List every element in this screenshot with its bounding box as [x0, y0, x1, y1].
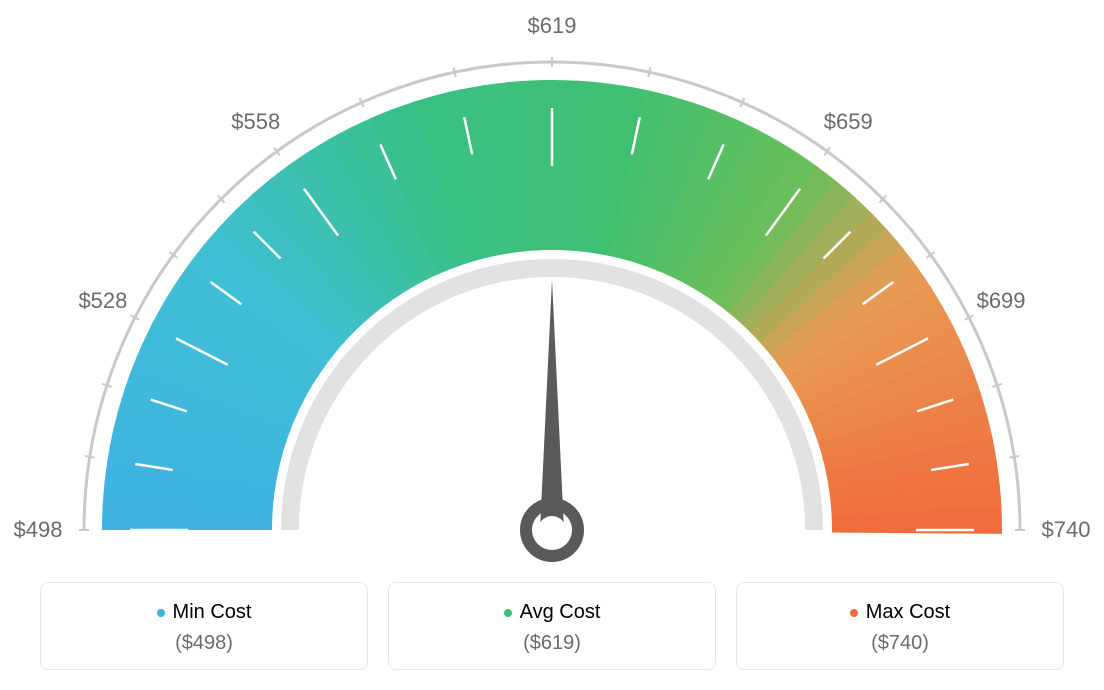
gauge-scale-label: $528	[78, 288, 127, 314]
cost-gauge-chart: $498 $528 $558 $619 $659 $699 $740	[0, 10, 1104, 570]
gauge-scale-label: $740	[1042, 517, 1091, 543]
gauge-scale-label: $498	[14, 517, 63, 543]
legend-min-dot	[157, 609, 165, 617]
legend-max-dot	[850, 609, 858, 617]
legend-max-title: Max Cost	[850, 601, 950, 624]
gauge-scale-label: $659	[824, 109, 873, 135]
legend-max-cost: Max Cost ($740)	[736, 582, 1064, 670]
legend-max-value: ($740)	[747, 632, 1053, 655]
legend-min-label: Min Cost	[173, 601, 252, 624]
legend-min-value: ($498)	[51, 632, 357, 655]
legend-avg-dot	[504, 609, 512, 617]
gauge-svg	[0, 10, 1104, 570]
legend-max-label: Max Cost	[866, 601, 950, 624]
legend-row: Min Cost ($498) Avg Cost ($619) Max Cost…	[40, 582, 1064, 670]
legend-avg-cost: Avg Cost ($619)	[388, 582, 716, 670]
gauge-scale-label: $619	[528, 13, 577, 39]
legend-avg-value: ($619)	[399, 632, 705, 655]
legend-min-title: Min Cost	[157, 601, 252, 624]
legend-avg-title: Avg Cost	[504, 601, 601, 624]
legend-avg-label: Avg Cost	[520, 601, 601, 624]
legend-min-cost: Min Cost ($498)	[40, 582, 368, 670]
gauge-scale-label: $699	[977, 288, 1026, 314]
gauge-scale-label: $558	[231, 109, 280, 135]
